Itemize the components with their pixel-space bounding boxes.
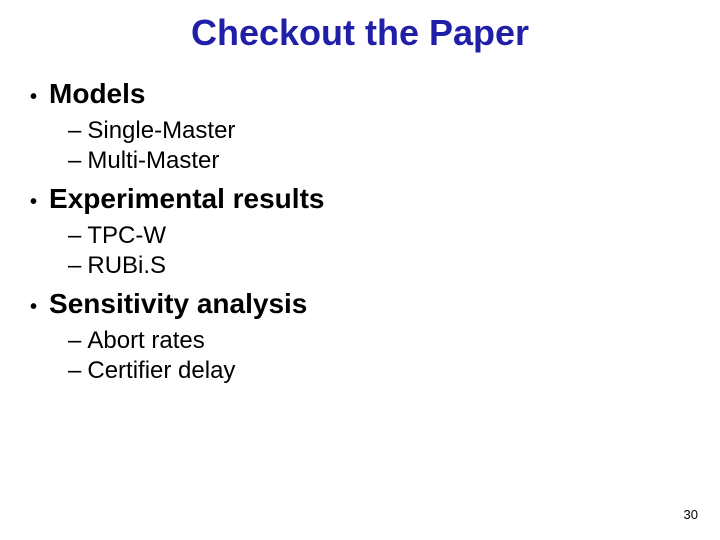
sub-bullet-group: – Single-Master – Multi-Master [30,117,720,175]
bullet-item: • Models [30,78,720,111]
sub-bullet-item: – Single-Master [68,117,720,145]
bullet-item: • Experimental results [30,183,720,216]
sub-bullet-group: – TPC-W – RUBi.S [30,222,720,280]
page-number: 30 [684,507,698,522]
dash-icon: – [68,147,81,175]
bullet-label: Experimental results [49,183,324,215]
slide: Checkout the Paper • Models – Single-Mas… [0,0,720,540]
sub-bullet-label: TPC-W [87,222,166,250]
sub-bullet-item: – TPC-W [68,222,720,250]
bullet-item: • Sensitivity analysis [30,288,720,321]
slide-content: • Models – Single-Master – Multi-Master … [0,78,720,385]
sub-bullet-label: RUBi.S [87,252,166,280]
sub-bullet-label: Certifier delay [87,357,235,385]
dash-icon: – [68,252,81,280]
bullet-dot-icon: • [30,83,37,111]
sub-bullet-label: Abort rates [87,327,204,355]
bullet-label: Sensitivity analysis [49,288,307,320]
bullet-dot-icon: • [30,293,37,321]
sub-bullet-item: – Certifier delay [68,357,720,385]
dash-icon: – [68,327,81,355]
dash-icon: – [68,357,81,385]
sub-bullet-label: Multi-Master [87,147,219,175]
sub-bullet-item: – Abort rates [68,327,720,355]
sub-bullet-item: – Multi-Master [68,147,720,175]
sub-bullet-item: – RUBi.S [68,252,720,280]
dash-icon: – [68,222,81,250]
dash-icon: – [68,117,81,145]
bullet-dot-icon: • [30,188,37,216]
sub-bullet-label: Single-Master [87,117,235,145]
bullet-label: Models [49,78,145,110]
sub-bullet-group: – Abort rates – Certifier delay [30,327,720,385]
slide-title: Checkout the Paper [0,12,720,54]
